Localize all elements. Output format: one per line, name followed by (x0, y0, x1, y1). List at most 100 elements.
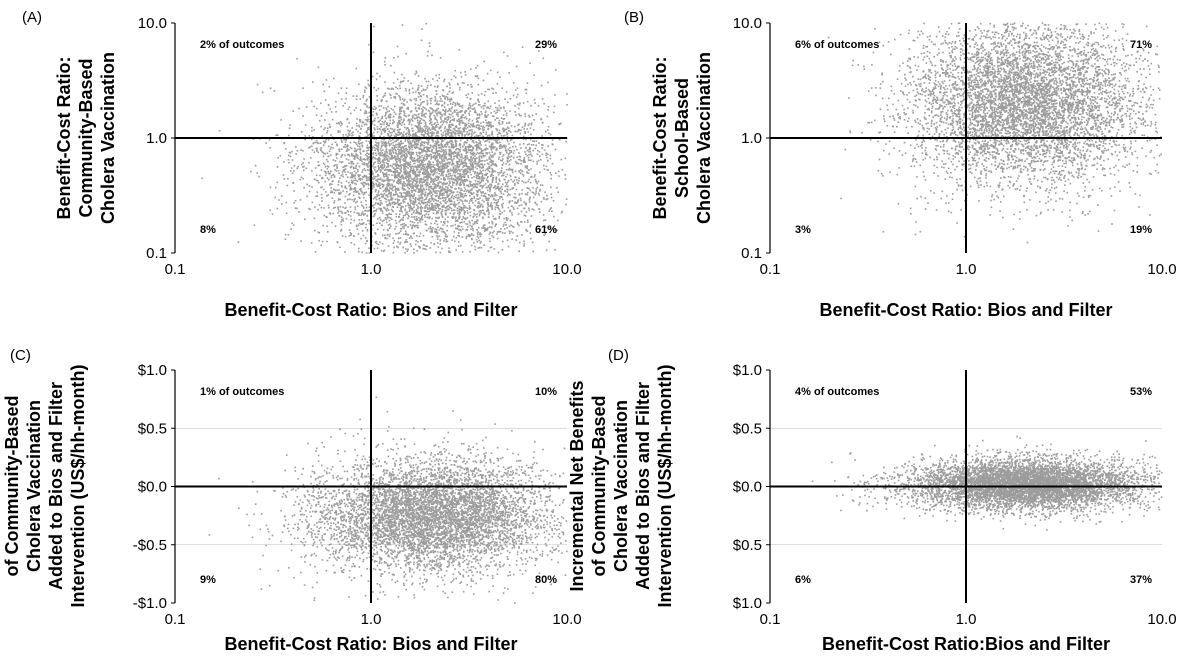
scatter-point (407, 167, 410, 169)
scatter-point (320, 102, 322, 105)
scatter-point (460, 168, 462, 171)
scatter-point (520, 114, 522, 117)
scatter-point (360, 127, 362, 130)
scatter-point (472, 151, 475, 154)
scatter-point (529, 159, 532, 162)
scatter-point (421, 184, 424, 186)
scatter-point (502, 128, 504, 130)
scatter-point (389, 217, 392, 219)
scatter-point (404, 148, 407, 150)
scatter-point (455, 178, 458, 180)
scatter-point (453, 75, 455, 77)
scatter-point (491, 163, 493, 166)
scatter-point (445, 188, 447, 191)
scatter-point (439, 112, 441, 115)
scatter-point (478, 146, 481, 149)
scatter-point (322, 152, 325, 154)
scatter-point (405, 195, 407, 198)
scatter-point (385, 213, 388, 216)
scatter-point (463, 184, 465, 187)
scatter-point (417, 104, 420, 106)
scatter-point (387, 142, 390, 144)
scatter-point (316, 195, 319, 197)
scatter-point (515, 114, 517, 116)
scatter-point (463, 157, 466, 159)
scatter-point (323, 170, 326, 173)
scatter-point (471, 159, 474, 162)
scatter-point (501, 138, 503, 141)
scatter-point (322, 140, 325, 143)
scatter-point (434, 140, 437, 143)
scatter-point (396, 181, 398, 184)
scatter-point (439, 111, 442, 114)
scatter-point (477, 94, 480, 96)
scatter-point (369, 115, 371, 117)
scatter-point (398, 146, 401, 149)
scatter-point (383, 184, 385, 186)
scatter-point (518, 155, 521, 158)
scatter-point (499, 231, 502, 233)
scatter-point (478, 147, 481, 150)
scatter-point (410, 145, 412, 148)
scatter-point (284, 238, 287, 240)
scatter-point (454, 152, 457, 154)
scatter-point (507, 179, 510, 182)
scatter-point (481, 135, 484, 138)
scatter-point (498, 215, 501, 218)
scatter-point (347, 211, 350, 213)
scatter-point (475, 102, 477, 105)
scatter-point (404, 208, 407, 211)
scatter-point (365, 153, 367, 156)
scatter-point (443, 206, 445, 208)
scatter-point (445, 133, 447, 135)
scatter-point (482, 195, 485, 198)
scatter-point (381, 164, 383, 166)
scatter-point (423, 210, 426, 212)
scatter-point (518, 104, 521, 106)
scatter-point (341, 212, 344, 215)
scatter-point (413, 113, 416, 116)
scatter-point (461, 106, 464, 109)
scatter-point (440, 148, 443, 150)
scatter-point (437, 246, 440, 248)
scatter-point (413, 157, 415, 160)
scatter-point (468, 166, 471, 168)
scatter-point (434, 116, 437, 119)
scatter-point (439, 161, 441, 164)
scatter-point (484, 224, 486, 226)
scatter-point (489, 246, 492, 249)
scatter-point (410, 178, 413, 180)
scatter-point (359, 197, 361, 199)
scatter-point (482, 226, 485, 228)
scatter-point (418, 199, 421, 202)
scatter-point (476, 172, 478, 175)
scatter-point (414, 146, 417, 148)
scatter-point (517, 223, 519, 226)
scatter-point (418, 152, 420, 154)
scatter-point (460, 153, 463, 156)
scatter-point (439, 192, 441, 195)
scatter-point (468, 190, 470, 192)
scatter-point (417, 127, 419, 129)
scatter-point (490, 195, 492, 198)
scatter-point (458, 214, 461, 216)
scatter-point (332, 212, 334, 215)
scatter-point (431, 133, 433, 135)
scatter-point (340, 98, 343, 100)
scatter-point (394, 177, 396, 179)
scatter-point (387, 190, 389, 192)
scatter-point (354, 142, 357, 144)
scatter-point (482, 155, 485, 158)
scatter-point (413, 189, 415, 191)
scatter-point (413, 171, 416, 174)
scatter-point (462, 114, 465, 116)
scatter-point (454, 125, 457, 128)
scatter-point (398, 157, 401, 160)
scatter-point (425, 196, 428, 199)
scatter-point (480, 194, 483, 197)
scatter-point (324, 174, 327, 177)
scatter-point (501, 174, 504, 177)
scatter-point (455, 132, 457, 135)
scatter-point (483, 148, 486, 151)
scatter-point (487, 128, 489, 131)
